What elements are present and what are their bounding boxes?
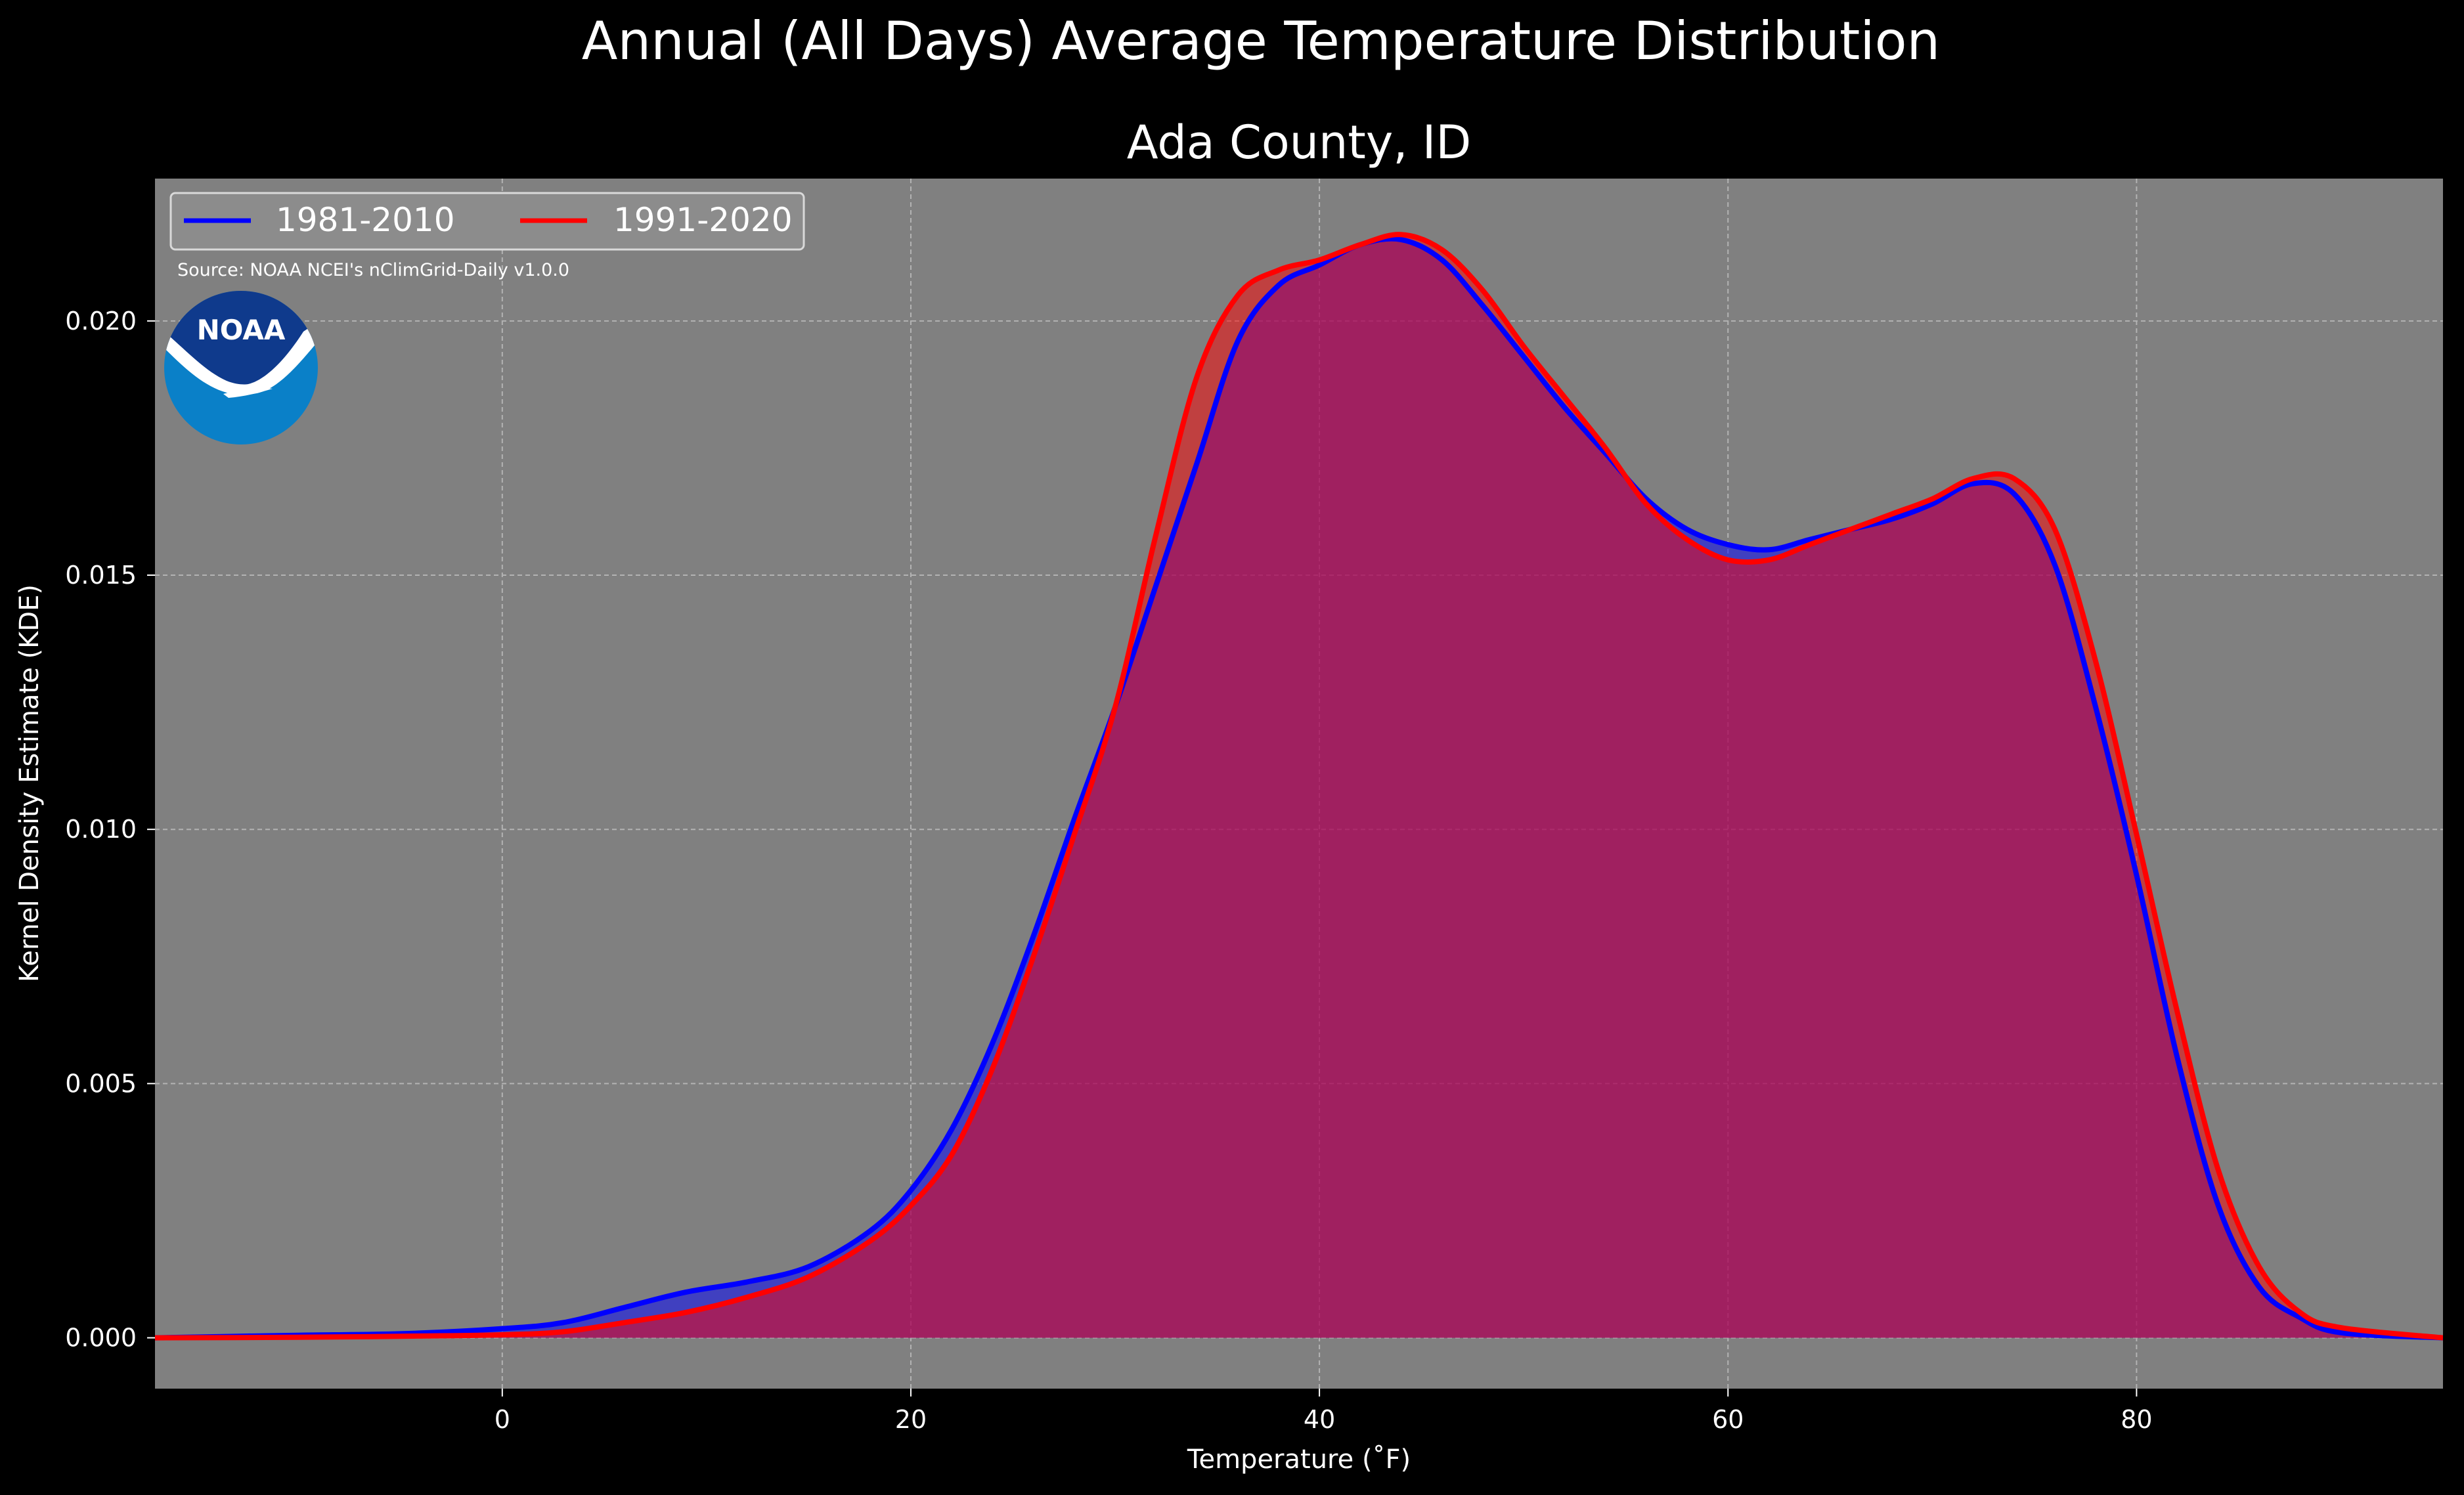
x-tick-label: 40 [1304, 1405, 1335, 1434]
y-axis-ticks: 0.000 0.005 0.010 0.015 0.020 [65, 307, 155, 1353]
y-tick-label: 0.020 [65, 307, 137, 336]
legend-box [169, 192, 805, 251]
y-tick-label: 0.010 [65, 815, 137, 844]
series-line-1981-2010 [155, 236, 2443, 1341]
x-tick-label: 20 [895, 1405, 927, 1434]
legend-label-1991-2020: 1991-2020 [613, 201, 793, 239]
legend-label-1981-2010: 1981-2010 [276, 201, 455, 239]
source-note: Source: NOAA NCEI's nClimGrid-Daily v1.0… [177, 260, 569, 280]
series-line-1991-2020 [155, 232, 2443, 1341]
noaa-logo: NOAA [164, 291, 318, 444]
area-fill-1991-2020 [155, 234, 2443, 1338]
y-axis-label: Kernel Density Estimate (KDE) [14, 584, 45, 982]
x-tick-label: 60 [1712, 1405, 1744, 1434]
logo-text: NOAA [197, 314, 286, 346]
y-tick-label: 0.015 [65, 561, 137, 590]
figure-suptitle: Annual (All Days) Average Temperature Di… [582, 11, 1940, 72]
x-tick-label: 0 [495, 1405, 510, 1434]
x-axis-ticks: 0 20 40 60 80 [495, 1389, 2153, 1434]
x-tick-label: 80 [2121, 1405, 2152, 1434]
x-axis-label: Temperature (˚F) [1187, 1444, 1411, 1475]
area-fills [155, 234, 2443, 1338]
series-lines [155, 232, 2443, 1341]
y-tick-label: 0.000 [65, 1324, 137, 1353]
chart-title: Ada County, ID [1127, 116, 1472, 169]
legend: 1981-2010 1991-2020 [169, 192, 805, 251]
y-tick-label: 0.005 [65, 1069, 137, 1098]
